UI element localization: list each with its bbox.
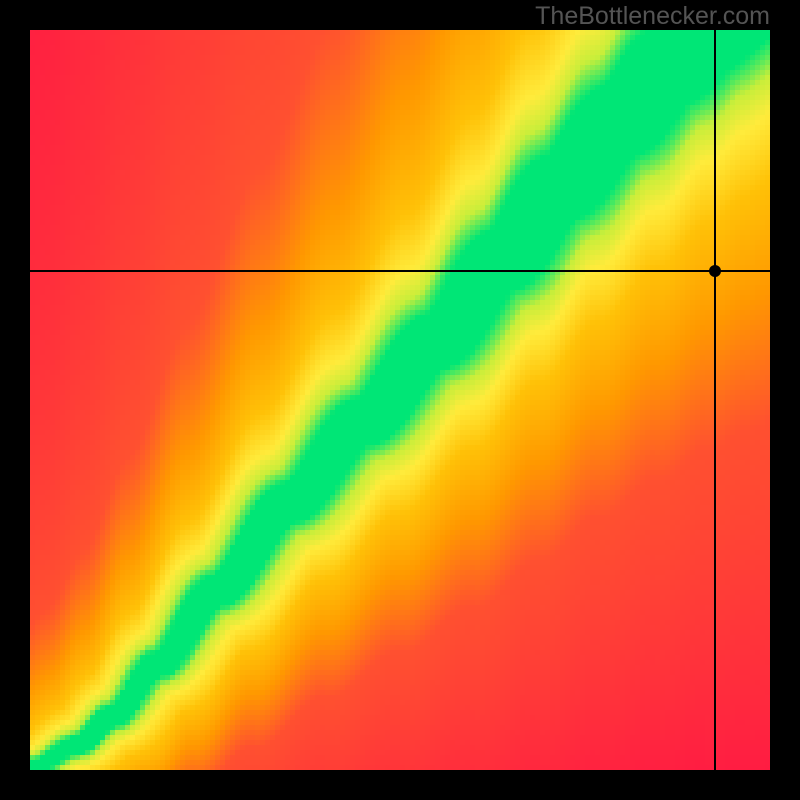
crosshair-horizontal <box>30 270 770 272</box>
chart-container: TheBottlenecker.com <box>0 0 800 800</box>
heatmap-canvas <box>30 30 770 770</box>
watermark-text: TheBottlenecker.com <box>535 2 770 31</box>
marker-dot <box>709 265 721 277</box>
crosshair-vertical <box>714 30 716 770</box>
